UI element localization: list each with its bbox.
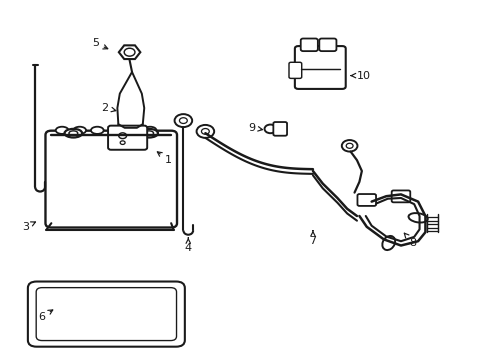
FancyBboxPatch shape [357,194,375,206]
FancyBboxPatch shape [36,288,176,341]
Ellipse shape [108,127,121,134]
Circle shape [196,125,214,138]
Ellipse shape [91,127,103,134]
Text: 10: 10 [350,71,370,81]
Ellipse shape [73,127,86,134]
Circle shape [179,118,187,123]
FancyBboxPatch shape [45,131,177,228]
Ellipse shape [140,129,158,138]
Text: 9: 9 [248,123,262,133]
FancyBboxPatch shape [28,282,184,347]
Circle shape [124,48,135,56]
Ellipse shape [56,127,68,134]
Text: 8: 8 [404,233,416,248]
Ellipse shape [64,129,82,138]
Ellipse shape [126,127,139,134]
Ellipse shape [69,131,78,135]
Text: 4: 4 [184,238,191,253]
Circle shape [119,133,126,139]
Ellipse shape [407,213,427,222]
FancyBboxPatch shape [300,39,317,51]
Circle shape [341,140,357,152]
FancyBboxPatch shape [108,126,147,150]
Text: 6: 6 [38,310,53,322]
Ellipse shape [382,236,394,250]
Text: 5: 5 [92,38,107,49]
FancyBboxPatch shape [319,39,336,51]
FancyBboxPatch shape [288,62,301,78]
FancyBboxPatch shape [273,122,286,136]
Circle shape [264,125,276,133]
Text: 7: 7 [309,231,316,246]
FancyBboxPatch shape [391,190,409,202]
Ellipse shape [144,131,153,135]
Circle shape [201,129,209,134]
Text: 1: 1 [157,152,172,165]
Circle shape [174,114,192,127]
Text: 2: 2 [102,103,116,113]
Circle shape [120,141,125,144]
Circle shape [346,143,352,148]
Ellipse shape [143,127,156,134]
Text: 3: 3 [22,222,36,232]
FancyBboxPatch shape [294,46,345,89]
